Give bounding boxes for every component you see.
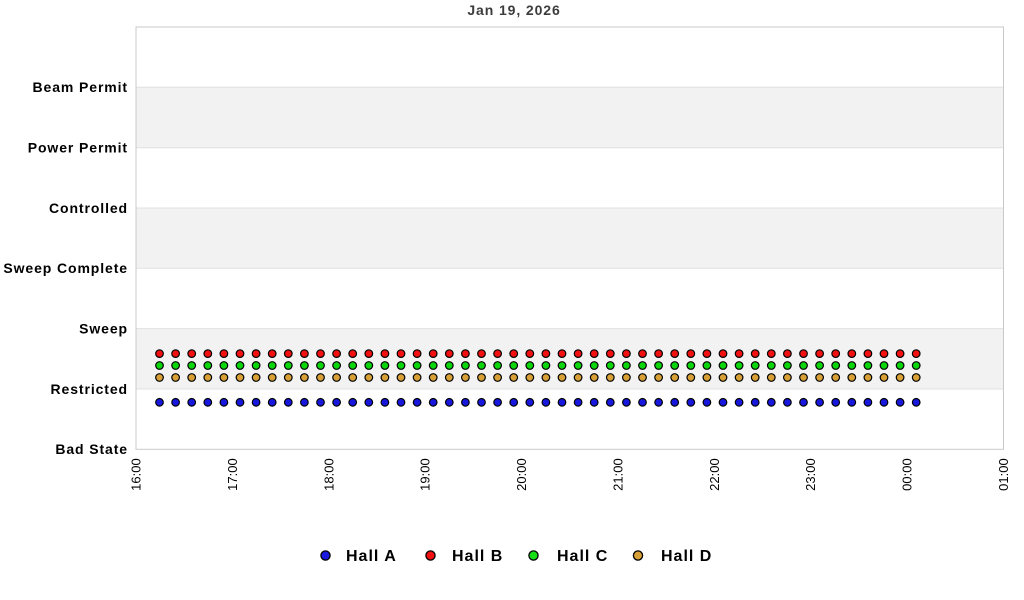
- svg-text:Jan 19, 2026: Jan 19, 2026: [467, 2, 560, 18]
- svg-text:22:00: 22:00: [707, 458, 722, 491]
- svg-text:01:00: 01:00: [996, 458, 1011, 491]
- svg-text:Controlled: Controlled: [49, 200, 128, 216]
- svg-text:16:00: 16:00: [129, 458, 144, 491]
- svg-text:00:00: 00:00: [900, 458, 915, 491]
- svg-text:Restricted: Restricted: [51, 381, 128, 397]
- svg-text:Beam Permit: Beam Permit: [33, 79, 129, 95]
- svg-text:20:00: 20:00: [514, 458, 529, 491]
- svg-text:Sweep Complete: Sweep Complete: [3, 260, 128, 276]
- svg-text:Hall A: Hall A: [346, 548, 397, 565]
- svg-text:Hall D: Hall D: [661, 548, 712, 565]
- svg-text:Sweep: Sweep: [79, 321, 128, 337]
- svg-text:18:00: 18:00: [321, 458, 336, 491]
- svg-text:Power Permit: Power Permit: [28, 140, 128, 156]
- svg-text:Bad State: Bad State: [55, 441, 128, 457]
- svg-text:19:00: 19:00: [418, 458, 433, 491]
- svg-text:23:00: 23:00: [803, 458, 818, 491]
- svg-text:17:00: 17:00: [225, 458, 240, 491]
- svg-text:Hall B: Hall B: [452, 548, 503, 565]
- svg-text:Hall C: Hall C: [557, 548, 608, 565]
- svg-text:21:00: 21:00: [610, 458, 625, 491]
